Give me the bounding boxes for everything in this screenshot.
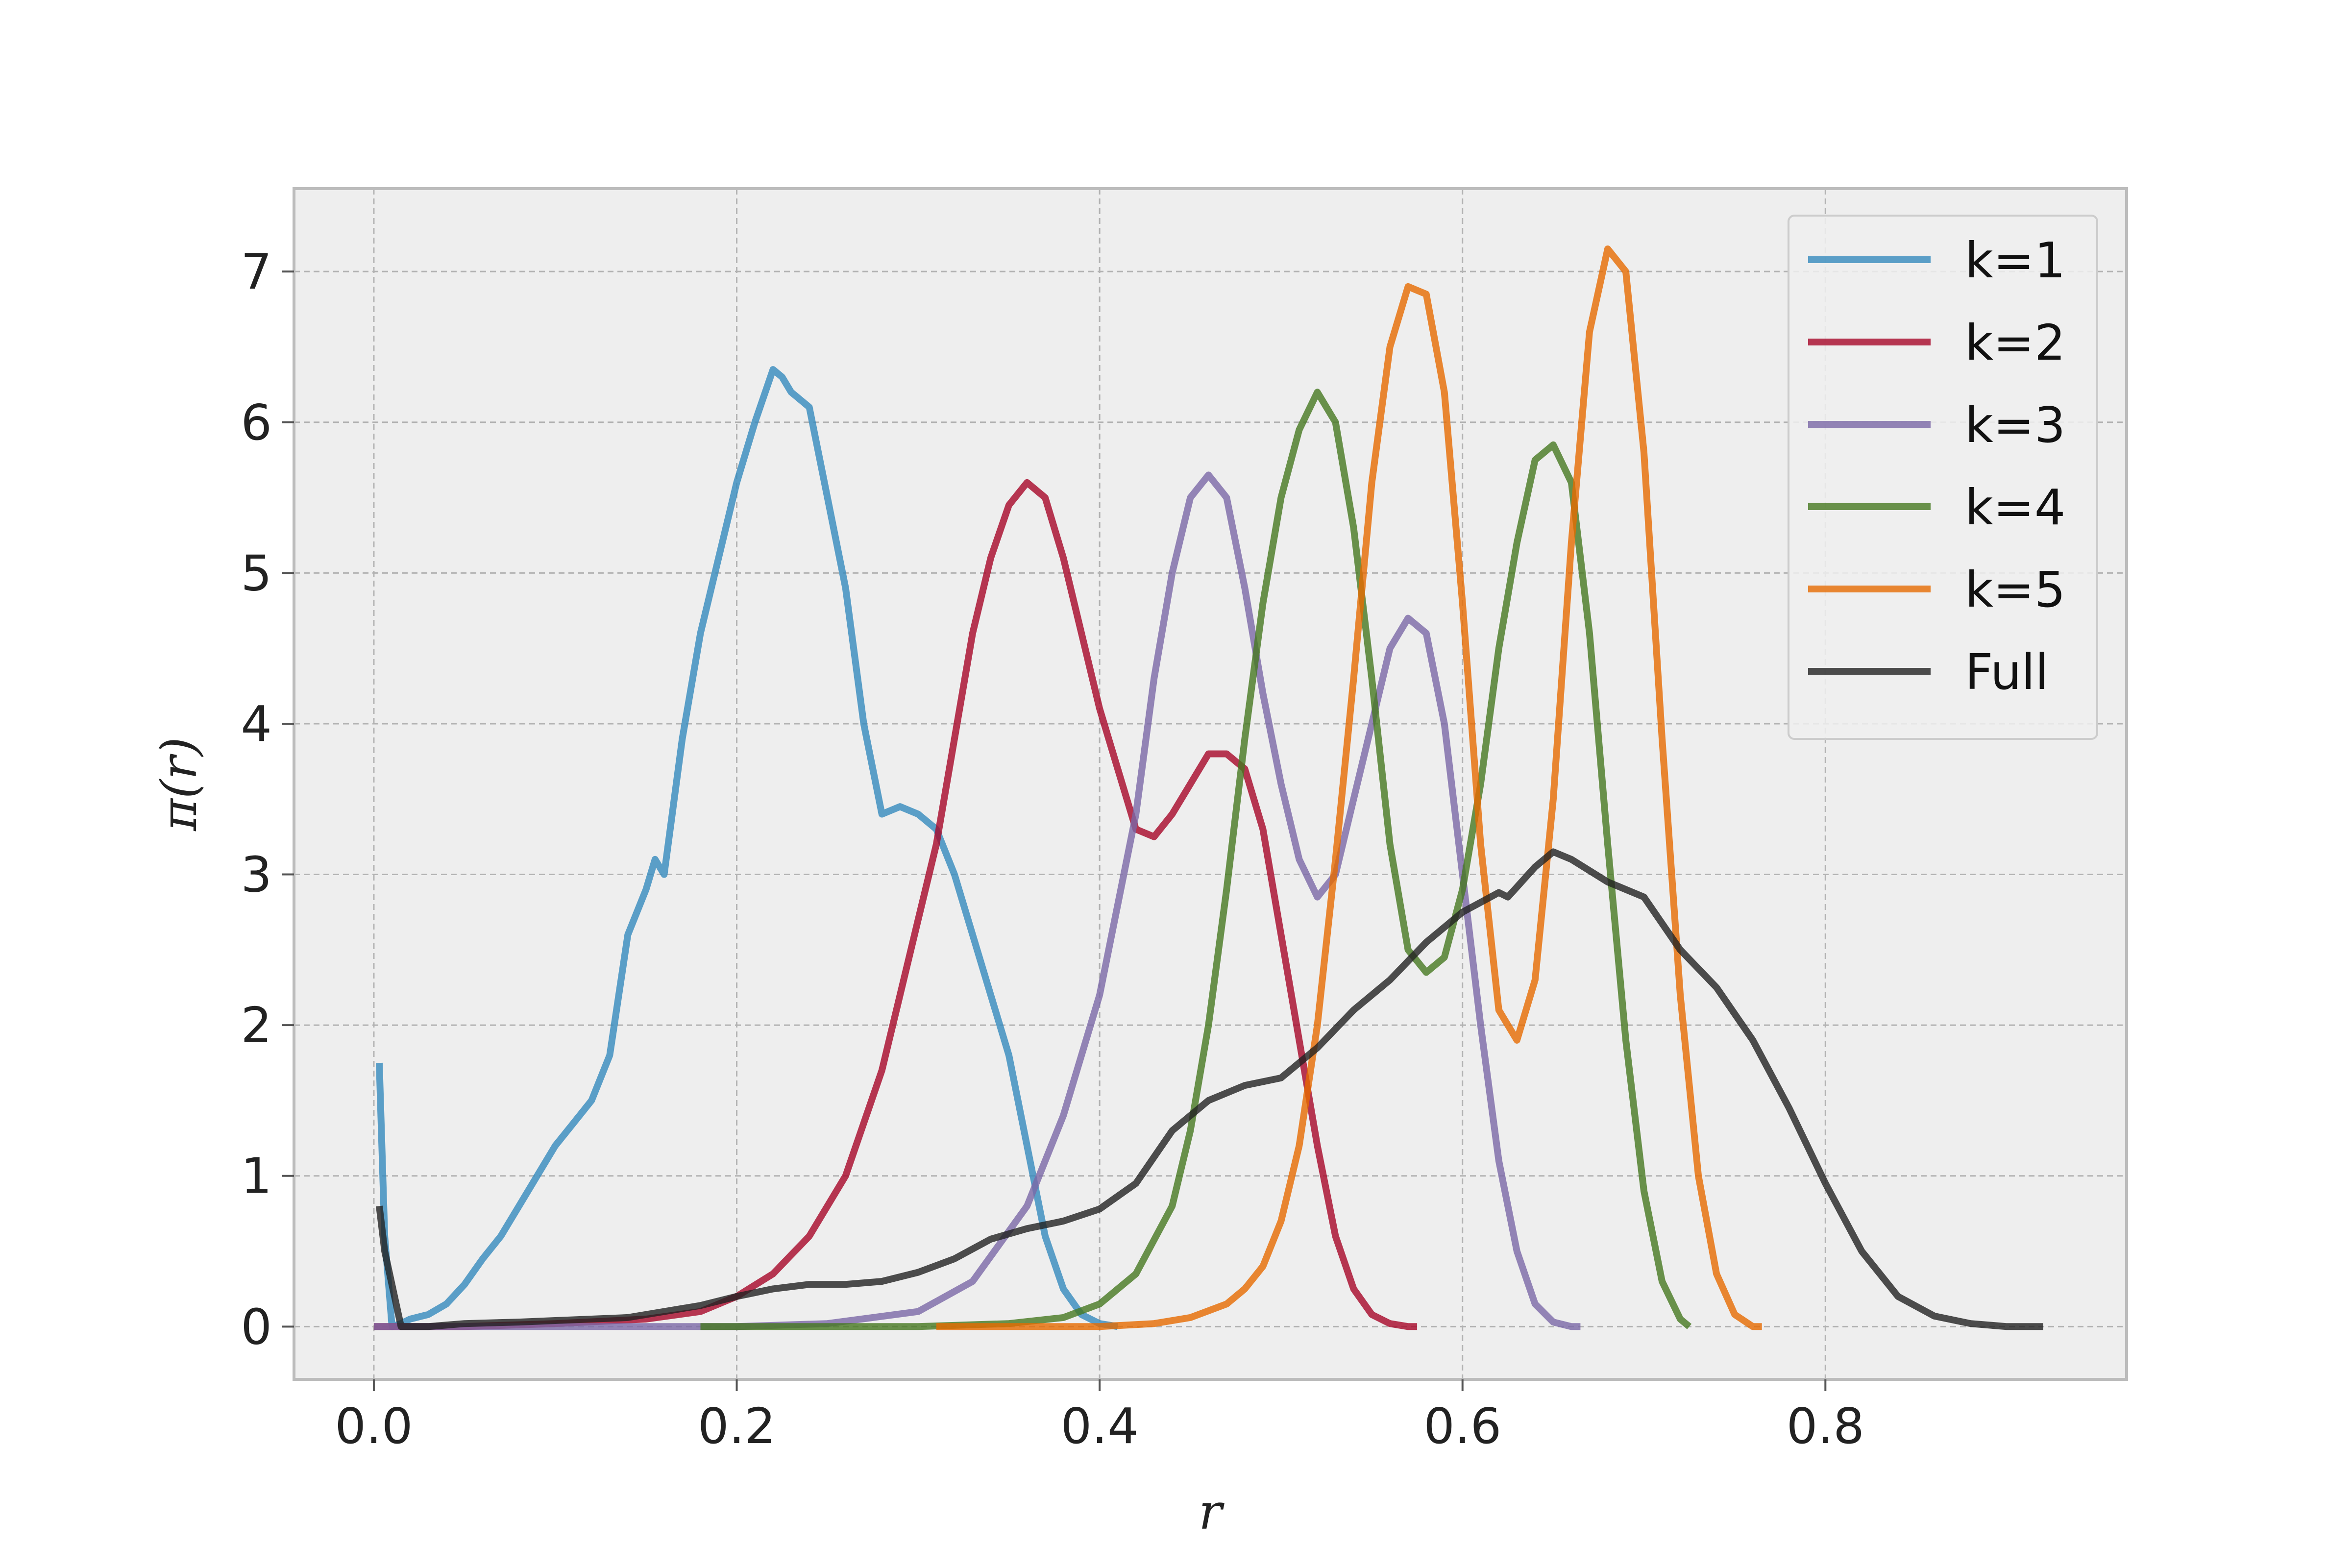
y-tick-label: 5 — [241, 544, 272, 602]
legend-label: k=3 — [1965, 396, 2065, 454]
legend-label: Full — [1965, 643, 2049, 701]
series-line-k-4 — [700, 389, 1692, 1330]
x-tick-label: 0.0 — [335, 1397, 413, 1455]
legend-label: k=2 — [1965, 314, 2065, 371]
y-tick-label: 0 — [241, 1298, 272, 1355]
y-tick-label: 3 — [241, 846, 272, 904]
series-line-k-3 — [373, 471, 1581, 1330]
legend-label: k=5 — [1965, 561, 2065, 618]
x-tick-label: 0.8 — [1787, 1397, 1864, 1455]
legend-label: k=1 — [1965, 232, 2065, 289]
series-layer — [373, 245, 2043, 1330]
legend-label: k=4 — [1965, 479, 2065, 536]
x-axis-label: r — [1199, 1483, 1225, 1541]
y-tick-label: 2 — [241, 997, 272, 1054]
y-tick-label: 1 — [241, 1148, 272, 1205]
y-tick-label: 7 — [241, 243, 272, 300]
y-tick-label: 4 — [241, 695, 272, 753]
legend: k=1 k=2 k=3 k=4 k=5 Full — [1788, 215, 2098, 740]
x-tick-label: 0.2 — [698, 1397, 776, 1455]
x-tick-label: 0.6 — [1423, 1397, 1501, 1455]
series-line-k-5 — [936, 245, 1762, 1330]
series-line-k-1 — [376, 366, 1119, 1330]
series-line-full — [376, 848, 2043, 1330]
plot-frame — [293, 187, 2128, 1381]
x-tick-label: 0.4 — [1061, 1397, 1139, 1455]
y-tick-label: 6 — [241, 394, 272, 451]
legend-frame — [1788, 215, 2098, 740]
ticks: 0.0 0.2 0.4 0.6 0.8 0 1 2 3 4 5 6 7 — [241, 243, 1864, 1455]
y-axis-label: π(r) — [150, 737, 208, 832]
